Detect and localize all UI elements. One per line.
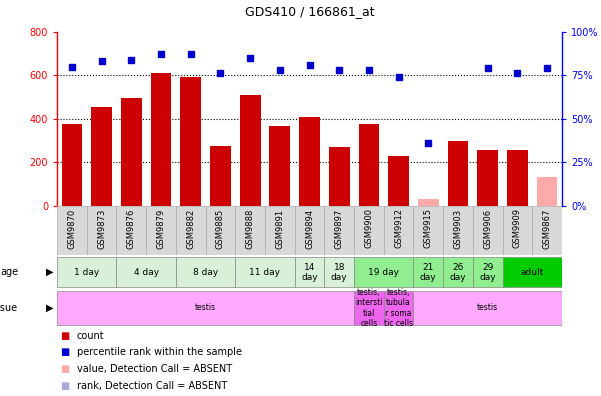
Bar (473, 257, 502, 287)
Bar (117, 257, 176, 287)
Text: adult: adult (520, 268, 544, 277)
Text: tissue: tissue (0, 303, 18, 313)
Bar (117, 206, 146, 255)
Bar (325, 206, 354, 255)
Text: ■: ■ (60, 364, 69, 374)
Text: GSM9915: GSM9915 (424, 208, 433, 248)
Bar (235, 257, 294, 287)
Bar (537, 177, 558, 206)
Bar (151, 73, 171, 206)
Text: GSM9897: GSM9897 (335, 208, 344, 249)
Bar (443, 206, 473, 255)
Bar (413, 206, 443, 255)
Bar (384, 206, 413, 255)
Bar (477, 150, 498, 206)
Text: 14
day: 14 day (301, 263, 318, 282)
Bar (206, 206, 235, 255)
Text: testis,
tubula
r soma
tic cells: testis, tubula r soma tic cells (384, 288, 413, 328)
Text: ■: ■ (60, 381, 69, 390)
Bar (57, 206, 87, 255)
Text: GSM9867: GSM9867 (543, 208, 552, 249)
Bar (325, 257, 354, 287)
Bar (146, 206, 176, 255)
Text: GSM9885: GSM9885 (216, 208, 225, 249)
Text: 1 day: 1 day (74, 268, 99, 277)
Text: GSM9870: GSM9870 (67, 208, 76, 249)
Bar (354, 257, 413, 287)
Text: GSM9891: GSM9891 (275, 208, 284, 249)
Bar (388, 156, 409, 206)
Text: GSM9894: GSM9894 (305, 208, 314, 249)
Bar (91, 107, 112, 206)
Text: GSM9903: GSM9903 (454, 208, 463, 249)
Bar (121, 98, 142, 206)
Bar (299, 116, 320, 206)
Bar (294, 257, 325, 287)
Bar (176, 257, 235, 287)
Bar (354, 206, 384, 255)
Bar (180, 77, 201, 206)
Bar (210, 146, 231, 206)
Text: count: count (77, 331, 105, 341)
Bar (265, 206, 294, 255)
Bar (418, 199, 439, 206)
Bar (240, 95, 260, 206)
Text: percentile rank within the sample: percentile rank within the sample (77, 347, 242, 357)
Text: 18
day: 18 day (331, 263, 347, 282)
Bar (329, 147, 350, 206)
Text: GSM9882: GSM9882 (186, 208, 195, 249)
Text: GSM9906: GSM9906 (483, 208, 492, 249)
Text: 4 day: 4 day (133, 268, 159, 277)
Bar (57, 291, 354, 325)
Text: age: age (0, 267, 18, 277)
Text: ▶: ▶ (46, 267, 53, 277)
Bar (502, 257, 562, 287)
Text: 26
day: 26 day (450, 263, 466, 282)
Bar (532, 206, 562, 255)
Bar (354, 291, 384, 325)
Text: GSM9879: GSM9879 (156, 208, 165, 249)
Text: rank, Detection Call = ABSENT: rank, Detection Call = ABSENT (77, 381, 227, 390)
Text: GSM9888: GSM9888 (246, 208, 255, 249)
Text: ■: ■ (60, 331, 69, 341)
Bar (502, 206, 532, 255)
Bar (413, 291, 562, 325)
Text: testis,
intersti
tial
cells: testis, intersti tial cells (355, 288, 383, 328)
Text: 21
day: 21 day (420, 263, 436, 282)
Text: GSM9900: GSM9900 (364, 208, 373, 248)
Bar (473, 206, 502, 255)
Bar (384, 291, 413, 325)
Text: GSM9873: GSM9873 (97, 208, 106, 249)
Text: GDS410 / 166861_at: GDS410 / 166861_at (245, 5, 374, 18)
Text: testis: testis (477, 303, 498, 312)
Text: 29
day: 29 day (480, 263, 496, 282)
Text: value, Detection Call = ABSENT: value, Detection Call = ABSENT (77, 364, 232, 374)
Bar (176, 206, 206, 255)
Bar (413, 257, 443, 287)
Bar (294, 206, 325, 255)
Text: 11 day: 11 day (249, 268, 281, 277)
Text: GSM9876: GSM9876 (127, 208, 136, 249)
Text: ■: ■ (60, 347, 69, 357)
Bar (235, 206, 265, 255)
Bar (57, 257, 117, 287)
Text: 19 day: 19 day (368, 268, 399, 277)
Bar (359, 124, 379, 206)
Bar (448, 141, 468, 206)
Text: ▶: ▶ (46, 303, 53, 313)
Bar (269, 126, 290, 206)
Text: 8 day: 8 day (193, 268, 218, 277)
Text: GSM9909: GSM9909 (513, 208, 522, 248)
Text: testis: testis (195, 303, 216, 312)
Bar (507, 150, 528, 206)
Bar (87, 206, 117, 255)
Text: GSM9912: GSM9912 (394, 208, 403, 248)
Bar (61, 124, 82, 206)
Bar (443, 257, 473, 287)
